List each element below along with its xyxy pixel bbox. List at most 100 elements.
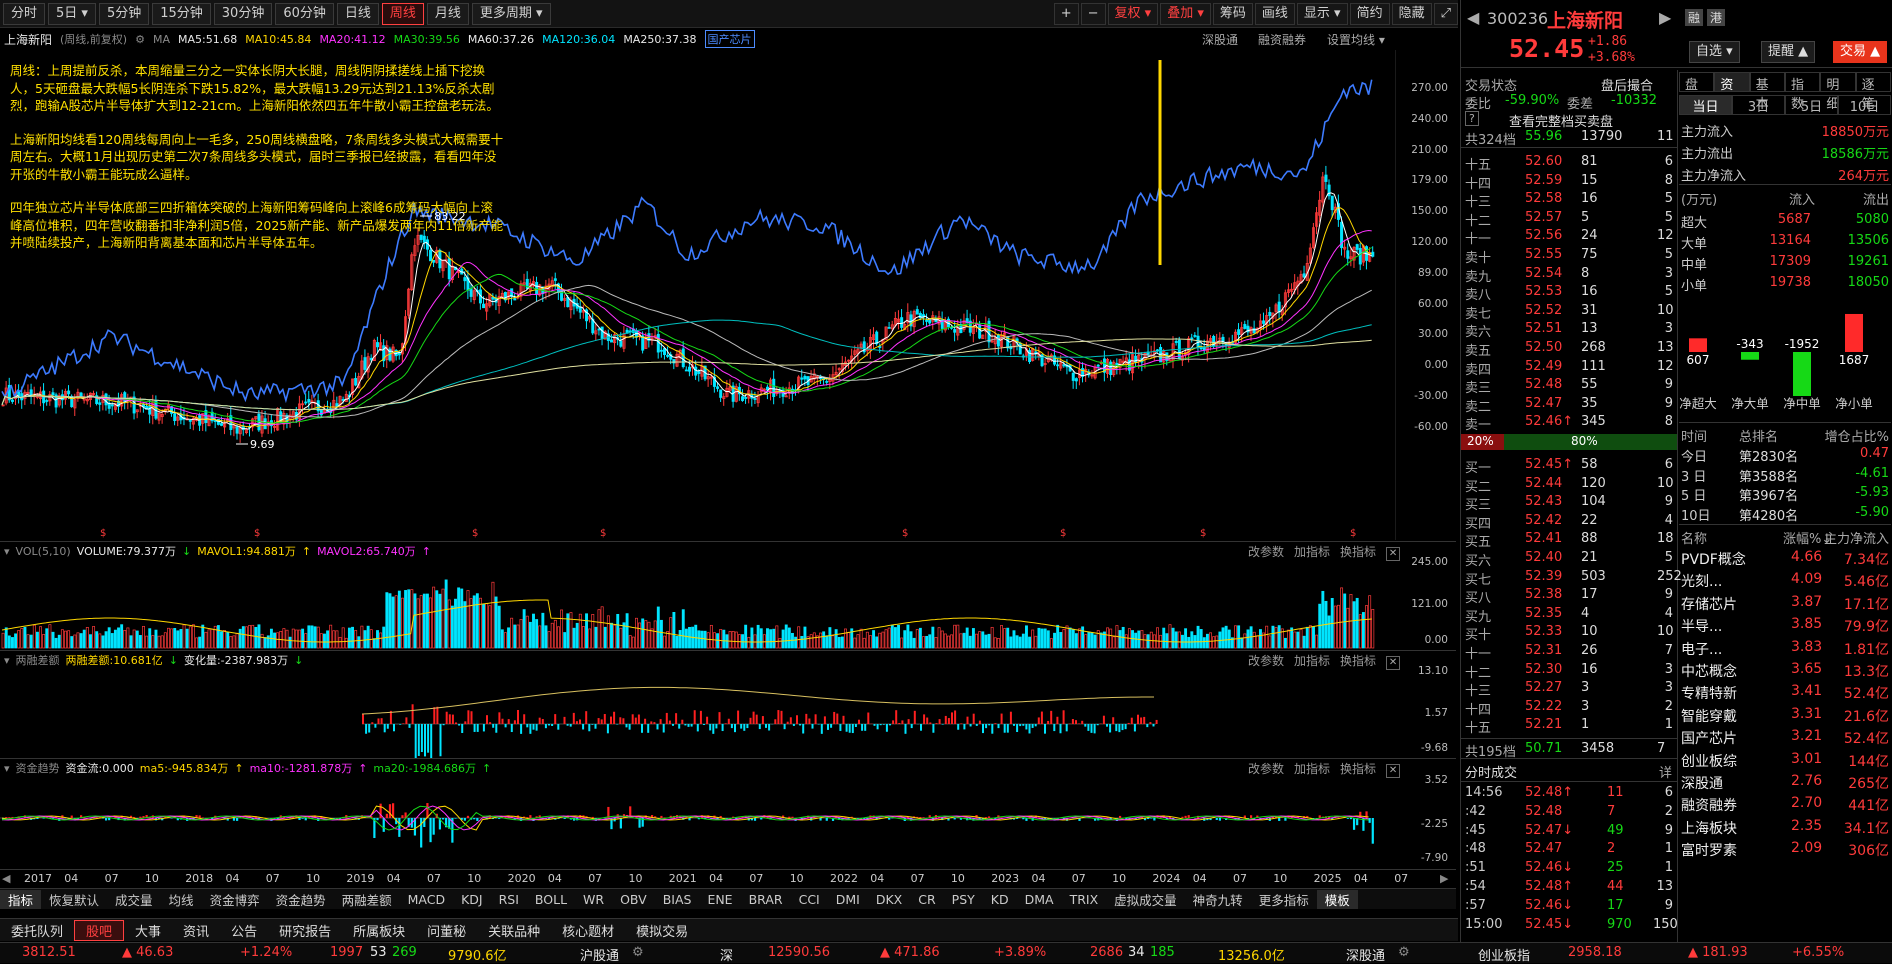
bottom-tab-9[interactable]: 核心题材 — [551, 921, 625, 940]
gear-icon[interactable]: ⚙ — [1398, 945, 1410, 960]
volume-chart[interactable] — [0, 560, 1396, 650]
indicator-tab-2[interactable]: 成交量 — [107, 890, 161, 909]
period-tab-8[interactable]: 月线 — [427, 3, 469, 25]
fund-tab-5[interactable]: 逐笔 — [1856, 72, 1891, 92]
bottom-tab-8[interactable]: 关联品种 — [477, 921, 551, 940]
toolbar-button-4[interactable]: 筹码 — [1213, 3, 1253, 25]
indicator-tab-4[interactable]: 资金博弈 — [202, 890, 268, 909]
indicator-tab-15[interactable]: BRAR — [741, 892, 791, 907]
scroll-right-icon[interactable]: ▶ — [1440, 872, 1448, 885]
bottom-tab-6[interactable]: 所属板块 — [342, 921, 416, 940]
margin-switch-indicator[interactable]: 换指标 — [1340, 654, 1376, 668]
bottom-tab-4[interactable]: 公告 — [220, 921, 268, 940]
period-tab-9[interactable]: 更多周期 ▾ — [472, 3, 551, 25]
event-marker-icon[interactable]: $ — [254, 528, 260, 539]
fund-trend-chart[interactable] — [0, 776, 1396, 866]
fund-switch-indicator[interactable]: 换指标 — [1340, 762, 1376, 776]
indicator-tab-3[interactable]: 均线 — [161, 890, 202, 909]
vol-change-params[interactable]: 改参数 — [1248, 545, 1284, 559]
next-stock-icon[interactable]: ▶ — [1659, 8, 1671, 27]
indicator-tab-17[interactable]: DMI — [828, 892, 868, 907]
indicator-tab-27[interactable]: 模板 — [1317, 890, 1358, 909]
event-marker-icon[interactable]: $ — [1060, 528, 1066, 539]
fund-period-2[interactable]: 5日 — [1785, 95, 1838, 115]
indicator-tab-6[interactable]: 两融差额 — [334, 890, 400, 909]
prev-stock-icon[interactable]: ◀ — [1467, 8, 1479, 27]
trade-button[interactable]: 交易 ▲ — [1833, 41, 1887, 63]
chevron-icon[interactable]: ▾ — [4, 545, 10, 558]
hgt-label[interactable]: 沪股通 — [580, 945, 619, 964]
vol-add-indicator[interactable]: 加指标 — [1294, 545, 1330, 559]
period-tab-5[interactable]: 60分钟 — [275, 3, 334, 25]
event-marker-icon[interactable]: $ — [100, 528, 106, 539]
fund-period-3[interactable]: 10日 — [1838, 95, 1891, 115]
bottom-tab-10[interactable]: 模拟交易 — [625, 921, 699, 940]
indicator-tab-16[interactable]: CCI — [791, 892, 828, 907]
period-tab-7[interactable]: 周线 — [382, 3, 424, 25]
chevron-icon[interactable]: ▾ — [4, 654, 10, 667]
alert-button[interactable]: 提醒 ▲ — [1761, 41, 1815, 63]
fund-tab-3[interactable]: 指数 — [1785, 72, 1820, 92]
fund-tab-4[interactable]: 明细 — [1820, 72, 1855, 92]
indicator-tab-14[interactable]: ENE — [699, 892, 740, 907]
indicator-tab-19[interactable]: CR — [910, 892, 943, 907]
indicator-tab-24[interactable]: 虚拟成交量 — [1106, 890, 1185, 909]
help-icon[interactable]: ? — [1465, 111, 1479, 126]
event-marker-icon[interactable]: $ — [902, 528, 908, 539]
gear-icon[interactable]: ⚙ — [632, 945, 644, 960]
fund-tab-1[interactable]: 资金 — [1714, 72, 1749, 92]
indicator-tab-5[interactable]: 资金趋势 — [268, 890, 334, 909]
event-marker-icon[interactable]: $ — [600, 528, 606, 539]
concept-tag[interactable]: 国产芯片 — [705, 30, 755, 48]
event-marker-icon[interactable]: $ — [1200, 528, 1206, 539]
event-marker-icon[interactable]: $ — [472, 528, 478, 539]
toolbar-button-2[interactable]: 复权 ▾ — [1108, 3, 1159, 25]
link-margin[interactable]: 融资融券 — [1258, 31, 1306, 48]
link-hgt[interactable]: 深股通 — [1202, 31, 1238, 48]
toolbar-button-7[interactable]: 简约 — [1350, 3, 1390, 25]
period-tab-4[interactable]: 30分钟 — [214, 3, 273, 25]
bottom-tab-5[interactable]: 研究报告 — [268, 921, 342, 940]
scroll-left-icon[interactable]: ◀ — [2, 872, 10, 885]
period-tab-1[interactable]: 5日 ▾ — [48, 3, 96, 25]
indicator-tab-11[interactable]: WR — [575, 892, 612, 907]
bottom-tab-0[interactable]: 委托队列 — [0, 921, 74, 940]
indicator-tab-1[interactable]: 恢复默认 — [41, 890, 107, 909]
bottom-tab-7[interactable]: 问董秘 — [416, 921, 477, 940]
period-tab-6[interactable]: 日线 — [337, 3, 379, 25]
indicator-tab-9[interactable]: RSI — [491, 892, 527, 907]
bottom-tab-1[interactable]: 股吧 — [74, 920, 124, 941]
indicator-tab-10[interactable]: BOLL — [527, 892, 575, 907]
settings-icon[interactable]: ⚙ — [135, 33, 145, 46]
toolbar-button-0[interactable]: + — [1054, 3, 1079, 25]
indicator-tab-0[interactable]: 指标 — [0, 890, 41, 909]
indicator-tab-23[interactable]: TRIX — [1062, 892, 1107, 907]
period-tab-0[interactable]: 分时 — [3, 3, 45, 25]
period-tab-2[interactable]: 5分钟 — [99, 3, 149, 25]
fund-period-1[interactable]: 3日 — [1732, 95, 1785, 115]
event-marker-icon[interactable]: $ — [1350, 528, 1356, 539]
indicator-tab-8[interactable]: KDJ — [453, 892, 491, 907]
vol-switch-indicator[interactable]: 换指标 — [1340, 545, 1376, 559]
link-set-ma[interactable]: 设置均线 ▾ — [1327, 31, 1385, 48]
indicator-tab-7[interactable]: MACD — [400, 892, 453, 907]
bottom-tab-3[interactable]: 资讯 — [172, 921, 220, 940]
toolbar-button-5[interactable]: 画线 — [1255, 3, 1295, 25]
fund-period-0[interactable]: 当日 — [1679, 95, 1732, 115]
margin-change-params[interactable]: 改参数 — [1248, 654, 1284, 668]
fund-tab-0[interactable]: 盘口 — [1679, 72, 1714, 92]
sgt-label[interactable]: 深股通 — [1346, 945, 1385, 964]
toolbar-button-6[interactable]: 显示 ▾ — [1297, 3, 1348, 25]
indicator-tab-20[interactable]: PSY — [944, 892, 983, 907]
bottom-tab-2[interactable]: 大事 — [124, 921, 172, 940]
